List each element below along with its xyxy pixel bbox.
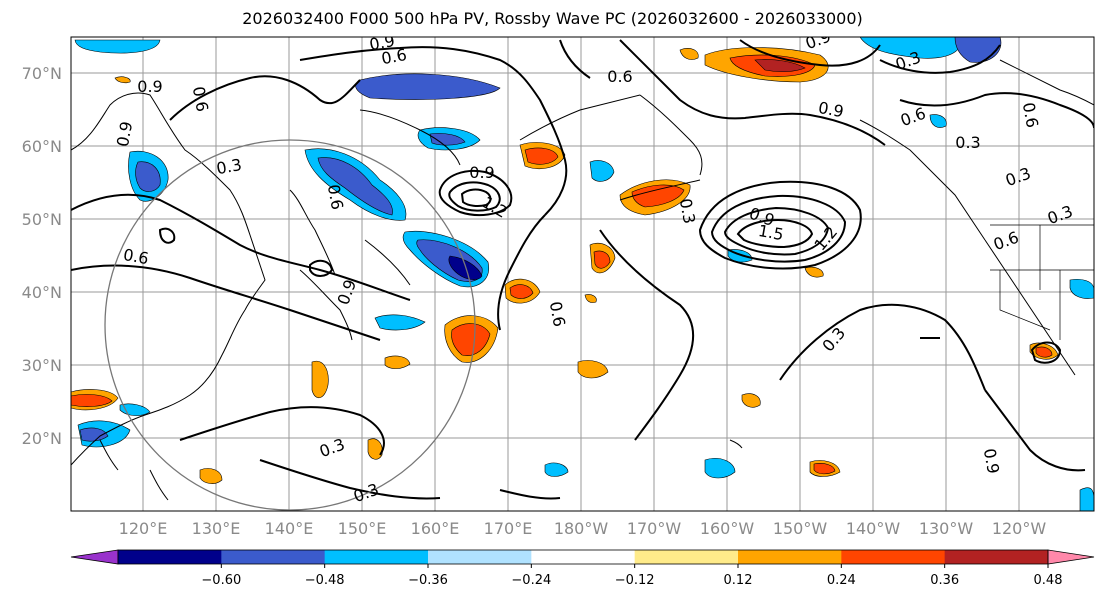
colorbar-segment: [634, 550, 739, 564]
lat-label-60: 60°N: [22, 137, 62, 156]
lon-label-160w: 160°W: [700, 519, 755, 538]
lat-label-40: 40°N: [22, 283, 62, 302]
colorbar-outline: [117, 549, 1049, 565]
contour-label: 0.9: [368, 31, 396, 54]
contour-label: 0.9: [469, 163, 494, 182]
lon-label-170w: 170°W: [627, 519, 682, 538]
coastlines: [71, 59, 1094, 501]
contour-label: 0.6: [1019, 101, 1042, 129]
colorbar-tick-label: 0.24: [827, 573, 856, 588]
colorbar-segment: [841, 550, 946, 564]
contour-label: 0.9: [817, 98, 845, 121]
colorbar-tick-label: 0.36: [930, 573, 959, 588]
map-frame: [70, 36, 1095, 512]
lon-label-170e: 170°E: [484, 519, 533, 538]
colorbar-tick-label: −0.48: [305, 573, 345, 588]
contour-label: 0.6: [380, 45, 408, 68]
colorbar-segment: [221, 550, 326, 564]
lat-label-70: 70°N: [22, 64, 62, 83]
contour-label: 0.9: [137, 77, 162, 96]
contour-label: 0.6: [324, 183, 347, 211]
highlight-circle: [104, 139, 476, 511]
map-area: [71, 37, 1094, 511]
lon-label-130w: 130°W: [919, 519, 974, 538]
colorbar-segment: [531, 550, 636, 564]
lon-label-120w: 120°W: [992, 519, 1047, 538]
contour-label: 0.9: [980, 447, 1003, 475]
colorbar-segment: [324, 550, 429, 564]
contour-label: 0.6: [546, 300, 569, 328]
colorbar-tick-label: −0.24: [511, 573, 551, 588]
contour-label: 0.3: [955, 133, 980, 152]
contour-label: 0.6: [122, 245, 150, 268]
map-title: 2026032400 F000 500 hPa PV, Rossby Wave …: [242, 9, 863, 28]
lat-label-50: 50°N: [22, 210, 62, 229]
lon-label-140e: 140°E: [265, 519, 314, 538]
contour-label: 1.5: [757, 221, 785, 244]
lon-label-160e: 160°E: [411, 519, 460, 538]
contour-label: 0.6: [607, 67, 632, 86]
state-boundaries: [990, 224, 1094, 340]
lon-label-140w: 140°W: [846, 519, 901, 538]
lat-label-20: 20°N: [22, 429, 62, 448]
colorbar-segment: [118, 550, 222, 564]
colorbar-extend-high: [1047, 549, 1095, 565]
lon-label-150e: 150°E: [338, 519, 387, 538]
colorbar-tick-label: −0.36: [408, 573, 448, 588]
colorbar-segment: [944, 550, 1049, 564]
positive-anomaly-shading: [71, 47, 1059, 484]
gridlines: [71, 37, 1094, 511]
latitude-labels: 70°N 60°N 50°N 40°N 30°N 20°N: [22, 64, 62, 448]
contour-label: 0.9: [113, 120, 136, 148]
lon-label-150w: 150°W: [773, 519, 828, 538]
pv-contours: [71, 39, 1094, 500]
colorbar-segment: [428, 550, 532, 564]
contour-label: 0.3: [215, 155, 243, 178]
colorbar: −0.60 −0.48 −0.36 −0.24 −0.12 0.12 0.24 0.36 0.4…: [70, 549, 1095, 588]
lat-label-30: 30°N: [22, 356, 62, 375]
lon-label-120e: 120°E: [119, 519, 168, 538]
colorbar-segment: [738, 550, 842, 564]
longitude-labels: 120°E 130°E 140°E 150°E 160°E 170°E 180°…: [119, 519, 1047, 538]
contour-label: 0.6: [189, 85, 212, 113]
colorbar-tick-label: 0.48: [1034, 573, 1063, 588]
colorbar-extend-low: [70, 549, 119, 565]
colorbar-tick-label: 0.12: [724, 573, 753, 588]
contour-label: 0.3: [676, 197, 699, 225]
colorbar-tick-label: −0.12: [615, 573, 655, 588]
lon-label-130e: 130°E: [192, 519, 241, 538]
lon-label-180w: 180°W: [554, 519, 609, 538]
colorbar-tick-label: −0.60: [201, 573, 241, 588]
